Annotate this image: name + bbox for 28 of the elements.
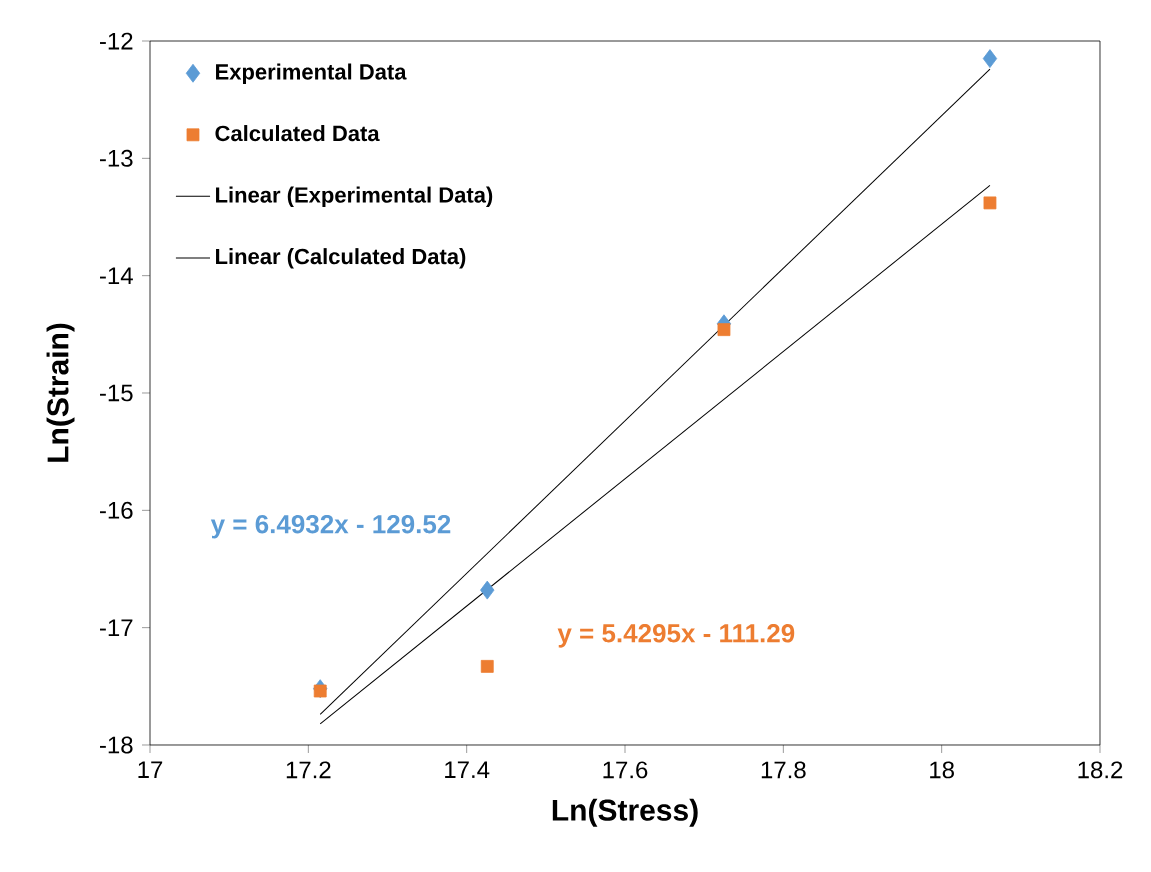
annotation: y = 5.4295x - 111.29 xyxy=(557,624,795,648)
x-tick-label: 17.6 xyxy=(603,761,648,779)
x-tick-label: 17 xyxy=(138,761,163,778)
x-tick-label: 17.4 xyxy=(445,761,490,778)
y-tick-label: -18 xyxy=(99,736,133,754)
y-tick-label: -12 xyxy=(99,32,133,50)
x-tick-label: 17.8 xyxy=(761,761,806,779)
point xyxy=(983,196,997,210)
x-tick-label: 18.2 xyxy=(1078,761,1123,779)
y-axis-title: Ln(Strain) xyxy=(46,323,75,462)
point xyxy=(313,684,327,698)
legend-label: Calculated Data xyxy=(215,125,380,142)
annotation: y = 6.4932x - 129.52 xyxy=(210,514,451,539)
y-tick-label: -17 xyxy=(99,619,133,636)
point xyxy=(982,49,998,68)
legend-label: Linear (Experimental Data) xyxy=(216,186,493,208)
x-axis-title: Ln(Stress) xyxy=(552,798,698,827)
x-tick-label: 17.2 xyxy=(286,761,331,779)
legend-label: Linear (Calculated Data) xyxy=(216,248,466,269)
x-tick-label: 18 xyxy=(930,761,954,779)
legend-label: Experimental Data xyxy=(216,63,407,84)
y-tick-label: -16 xyxy=(99,501,133,519)
y-tick-label: -14 xyxy=(99,267,133,284)
point xyxy=(480,580,495,600)
y-tick-label: -13 xyxy=(99,149,133,167)
point xyxy=(717,323,731,337)
point xyxy=(480,659,494,673)
y-tick-label: -15 xyxy=(99,384,133,402)
